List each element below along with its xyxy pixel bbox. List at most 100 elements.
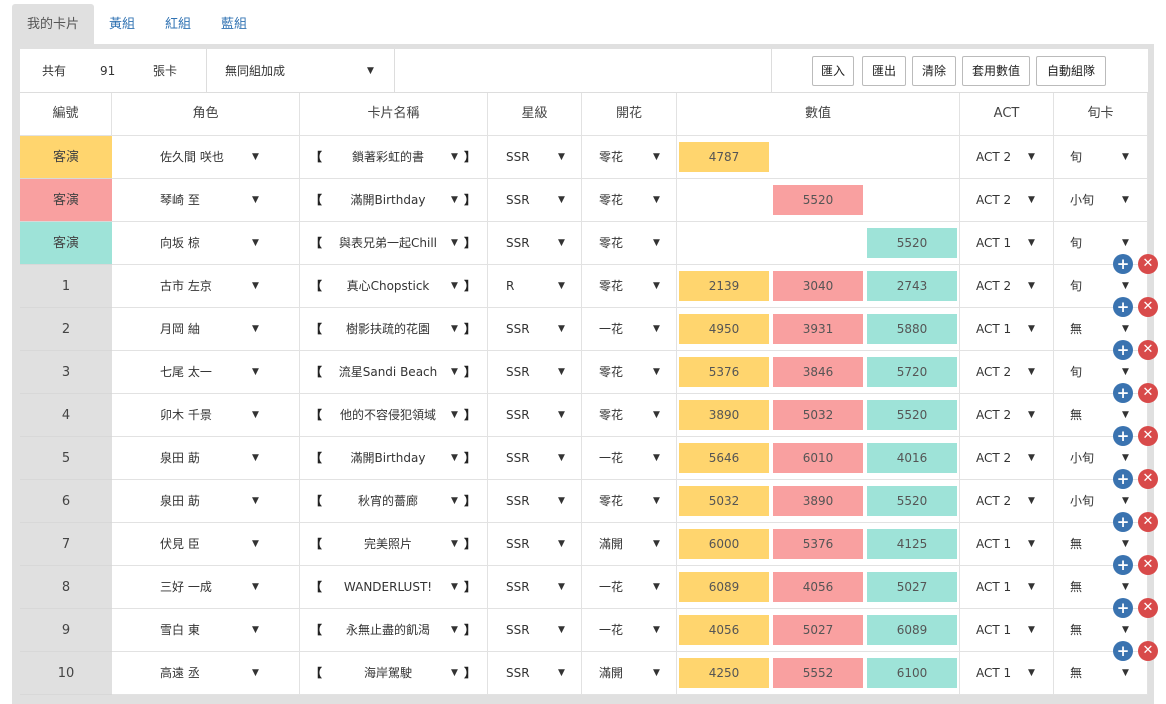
teal-value-field[interactable]: 6100: [867, 658, 957, 688]
yellow-value-field[interactable]: 6089: [679, 572, 769, 602]
character-select[interactable]: 高遠 丞 ▼: [112, 652, 300, 695]
rarity-select[interactable]: SSR ▼: [488, 437, 582, 480]
shun-select[interactable]: 無 ▼: [1054, 566, 1148, 609]
yellow-value-field[interactable]: 4787: [679, 142, 769, 172]
close-circle-icon[interactable]: ✕: [1138, 512, 1158, 532]
character-select[interactable]: 泉田 莇 ▼: [112, 437, 300, 480]
yellow-value-field[interactable]: 5032: [679, 486, 769, 516]
bloom-select[interactable]: 一花 ▼: [582, 437, 677, 480]
import-button[interactable]: 匯入: [812, 56, 854, 86]
apply-values-button[interactable]: 套用數值: [962, 56, 1030, 86]
card-name-select[interactable]: 【 他的不容侵犯領域 ▼ 】: [300, 394, 488, 437]
teal-value-field[interactable]: 2743: [867, 271, 957, 301]
tab-red-group[interactable]: 紅組: [165, 17, 192, 32]
plus-circle-icon[interactable]: +: [1113, 598, 1133, 618]
act-select[interactable]: ACT 1 ▼: [960, 222, 1054, 265]
card-name-select[interactable]: 【 WANDERLUST! ▼ 】: [300, 566, 488, 609]
act-select[interactable]: ACT 2 ▼: [960, 394, 1054, 437]
close-circle-icon[interactable]: ✕: [1138, 598, 1158, 618]
teal-value-field[interactable]: 5027: [867, 572, 957, 602]
shun-select[interactable]: 無 ▼: [1054, 308, 1148, 351]
card-name-select[interactable]: 【 滿開Birthday ▼ 】: [300, 437, 488, 480]
card-name-select[interactable]: 【 鎖著彩虹的書 ▼ 】: [300, 136, 488, 179]
group-bonus-select[interactable]: 無同組加成 ▼: [207, 49, 394, 93]
bloom-select[interactable]: 零花 ▼: [582, 136, 677, 179]
red-value-field[interactable]: 5032: [773, 400, 863, 430]
tab-yellow-group[interactable]: 黃組: [109, 17, 136, 32]
act-select[interactable]: ACT 1 ▼: [960, 566, 1054, 609]
character-select[interactable]: 月岡 紬 ▼: [112, 308, 300, 351]
act-select[interactable]: ACT 2 ▼: [960, 265, 1054, 308]
shun-select[interactable]: 旬 ▼: [1054, 265, 1148, 308]
card-name-select[interactable]: 【 完美照片 ▼ 】: [300, 523, 488, 566]
shun-select[interactable]: 無 ▼: [1054, 523, 1148, 566]
clear-button[interactable]: 清除: [912, 56, 956, 86]
plus-circle-icon[interactable]: +: [1113, 340, 1133, 360]
act-select[interactable]: ACT 1 ▼: [960, 523, 1054, 566]
bloom-select[interactable]: 一花 ▼: [582, 609, 677, 652]
act-select[interactable]: ACT 2 ▼: [960, 437, 1054, 480]
rarity-select[interactable]: SSR ▼: [488, 480, 582, 523]
character-select[interactable]: 泉田 莇 ▼: [112, 480, 300, 523]
red-value-field[interactable]: 6010: [773, 443, 863, 473]
red-value-field[interactable]: 3040: [773, 271, 863, 301]
bloom-select[interactable]: 零花 ▼: [582, 222, 677, 265]
act-select[interactable]: ACT 2 ▼: [960, 179, 1054, 222]
red-value-field[interactable]: 3890: [773, 486, 863, 516]
yellow-value-field[interactable]: 4250: [679, 658, 769, 688]
character-select[interactable]: 古市 左京 ▼: [112, 265, 300, 308]
close-circle-icon[interactable]: ✕: [1138, 469, 1158, 489]
close-circle-icon[interactable]: ✕: [1138, 641, 1158, 661]
card-name-select[interactable]: 【 流星Sandi Beach ▼ 】: [300, 351, 488, 394]
rarity-select[interactable]: SSR ▼: [488, 351, 582, 394]
yellow-value-field[interactable]: 5376: [679, 357, 769, 387]
plus-circle-icon[interactable]: +: [1113, 254, 1133, 274]
rarity-select[interactable]: SSR ▼: [488, 609, 582, 652]
character-select[interactable]: 三好 一成 ▼: [112, 566, 300, 609]
teal-value-field[interactable]: 5520: [867, 486, 957, 516]
red-value-field[interactable]: 4056: [773, 572, 863, 602]
rarity-select[interactable]: SSR ▼: [488, 652, 582, 695]
card-name-select[interactable]: 【 永無止盡的飢渴 ▼ 】: [300, 609, 488, 652]
yellow-value-field[interactable]: 4950: [679, 314, 769, 344]
bloom-select[interactable]: 一花 ▼: [582, 566, 677, 609]
act-select[interactable]: ACT 1 ▼: [960, 652, 1054, 695]
shun-select[interactable]: 小旬 ▼: [1054, 480, 1148, 523]
bloom-select[interactable]: 滿開 ▼: [582, 523, 677, 566]
close-circle-icon[interactable]: ✕: [1138, 555, 1158, 575]
bloom-select[interactable]: 零花 ▼: [582, 394, 677, 437]
red-value-field[interactable]: 3931: [773, 314, 863, 344]
red-value-field[interactable]: 5027: [773, 615, 863, 645]
plus-circle-icon[interactable]: +: [1113, 641, 1133, 661]
close-circle-icon[interactable]: ✕: [1138, 340, 1158, 360]
plus-circle-icon[interactable]: +: [1113, 426, 1133, 446]
act-select[interactable]: ACT 1 ▼: [960, 308, 1054, 351]
teal-value-field[interactable]: 5520: [867, 228, 957, 258]
character-select[interactable]: 七尾 太一 ▼: [112, 351, 300, 394]
bloom-select[interactable]: 零花 ▼: [582, 179, 677, 222]
bloom-select[interactable]: 一花 ▼: [582, 308, 677, 351]
shun-select[interactable]: 旬 ▼: [1054, 351, 1148, 394]
close-circle-icon[interactable]: ✕: [1138, 297, 1158, 317]
red-value-field[interactable]: 5520: [773, 185, 863, 215]
bloom-select[interactable]: 零花 ▼: [582, 480, 677, 523]
bloom-select[interactable]: 零花 ▼: [582, 351, 677, 394]
shun-select[interactable]: 無 ▼: [1054, 394, 1148, 437]
close-circle-icon[interactable]: ✕: [1138, 254, 1158, 274]
shun-select[interactable]: 旬 ▼: [1054, 136, 1148, 179]
bloom-select[interactable]: 滿開 ▼: [582, 652, 677, 695]
export-button[interactable]: 匯出: [862, 56, 906, 86]
yellow-value-field[interactable]: 2139: [679, 271, 769, 301]
card-name-select[interactable]: 【 海岸駕駛 ▼ 】: [300, 652, 488, 695]
shun-select[interactable]: 旬 ▼: [1054, 222, 1148, 265]
teal-value-field[interactable]: 5720: [867, 357, 957, 387]
yellow-value-field[interactable]: 4056: [679, 615, 769, 645]
character-select[interactable]: 向坂 椋 ▼: [112, 222, 300, 265]
tab-my-cards[interactable]: 我的卡片: [12, 4, 95, 44]
rarity-select[interactable]: SSR ▼: [488, 222, 582, 265]
rarity-select[interactable]: SSR ▼: [488, 566, 582, 609]
red-value-field[interactable]: 3846: [773, 357, 863, 387]
rarity-select[interactable]: SSR ▼: [488, 523, 582, 566]
tab-blue-group[interactable]: 藍組: [221, 17, 248, 32]
yellow-value-field[interactable]: 6000: [679, 529, 769, 559]
